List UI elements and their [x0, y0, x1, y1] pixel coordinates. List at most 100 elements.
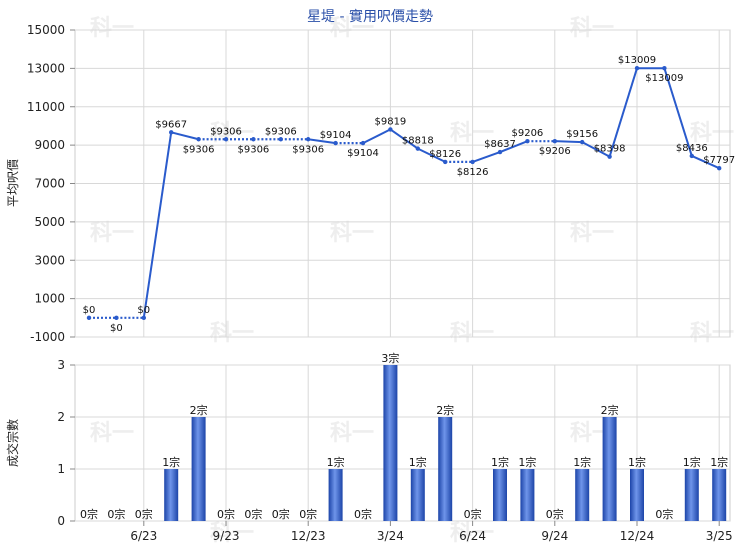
price-point[interactable]: [223, 137, 229, 142]
price-line-segment: [142, 132, 173, 318]
volume-data-label: 2宗: [601, 403, 619, 417]
x-axis-tick-label: 6/24: [459, 529, 486, 543]
price-point[interactable]: [470, 159, 475, 165]
x-axis-tick-label: 3/24: [377, 529, 404, 543]
watermark-text: 科一: [450, 121, 494, 146]
price-point[interactable]: [388, 127, 393, 132]
price-point[interactable]: [196, 137, 201, 142]
volume-data-label: 0宗: [299, 507, 317, 521]
watermark-text: 科一: [570, 16, 614, 41]
x-axis-tick-label: 6/23: [130, 529, 157, 543]
price-data-label: $8126: [457, 167, 489, 178]
price-point[interactable]: [689, 153, 694, 159]
watermark-text: 科一: [210, 121, 254, 146]
price-point[interactable]: [333, 140, 338, 146]
volume-bar[interactable]: [630, 469, 644, 521]
volume-data-label: 0宗: [546, 507, 564, 521]
volume-data-label: 0宗: [217, 507, 235, 521]
price-line-segment: [170, 131, 199, 141]
price-point[interactable]: [114, 315, 119, 321]
price-data-label: $9819: [374, 116, 406, 127]
price-chart: -1000 1000 3000 5000 7000 9000 11000 13000 15000…: [6, 23, 735, 344]
watermark-text: 科一: [690, 321, 734, 346]
volume-bar[interactable]: [575, 469, 590, 521]
volume-data-label: 0宗: [80, 507, 98, 521]
price-point[interactable]: [497, 149, 503, 155]
watermark-text: 科一: [450, 321, 494, 346]
price-point[interactable]: [141, 315, 146, 321]
watermark-text: 科一: [330, 16, 374, 41]
price-point[interactable]: [580, 139, 585, 145]
price-point[interactable]: [278, 137, 283, 142]
price-data-label: $9306: [210, 126, 242, 137]
price-data-label: $0: [110, 323, 123, 334]
volume-data-label: 0宗: [135, 507, 153, 521]
price-line-segment: [308, 138, 336, 145]
volume-data-label: 1宗: [162, 455, 180, 469]
volume-data-label: 2宗: [436, 403, 454, 417]
volume-data-label: 1宗: [491, 455, 509, 469]
price-data-label: $9104: [347, 148, 379, 159]
volume-bar[interactable]: [410, 469, 425, 521]
volume-data-label: 0宗: [354, 507, 372, 521]
price-y-tick-label: 1000: [34, 292, 65, 306]
price-data-label: $9206: [511, 128, 543, 139]
x-axis-ticks: 6/23 9/23 12/23 3/24 6/24 9/24 12/24 3/25: [130, 521, 733, 543]
volume-y-tick-label: 2: [57, 410, 65, 424]
price-point[interactable]: [169, 130, 174, 135]
price-point[interactable]: [525, 138, 530, 144]
price-line-segment: [608, 67, 638, 157]
volume-bar[interactable]: [438, 417, 453, 521]
price-point[interactable]: [251, 137, 256, 142]
price-data-label: $7797: [703, 155, 735, 166]
volume-bar[interactable]: [602, 417, 617, 521]
volume-bar[interactable]: [191, 417, 206, 521]
volume-bar[interactable]: [493, 469, 507, 521]
price-series: [86, 66, 722, 321]
price-point[interactable]: [662, 66, 667, 71]
price-data-label: $0: [137, 305, 150, 316]
watermark-text: 科一: [90, 16, 134, 41]
price-data-label: $9306: [292, 144, 324, 155]
x-axis-tick-label: 9/24: [541, 529, 568, 543]
volume-data-label: 3宗: [381, 351, 399, 365]
price-line-segment: [499, 140, 528, 154]
price-data-label: $8637: [484, 139, 516, 150]
price-point[interactable]: [415, 146, 420, 151]
price-point[interactable]: [552, 138, 557, 144]
price-data-label: $13009: [645, 73, 683, 84]
price-line-segment: [691, 155, 720, 170]
volume-y-tick-label: 1: [57, 462, 65, 476]
price-point[interactable]: [86, 315, 92, 321]
price-point[interactable]: [607, 154, 612, 159]
volume-bar[interactable]: [164, 469, 179, 521]
volume-bar[interactable]: [383, 365, 398, 521]
price-data-label: $9306: [237, 144, 269, 155]
price-point[interactable]: [360, 140, 366, 146]
price-y-ticks: -1000 1000 3000 5000 7000 9000 11000 13000 15000: [27, 23, 75, 344]
price-y-tick-label: 15000: [27, 23, 65, 37]
volume-bar[interactable]: [328, 469, 343, 521]
volume-bar[interactable]: [712, 469, 727, 521]
volume-data-label: 1宗: [409, 455, 427, 469]
volume-data-label: 1宗: [710, 455, 728, 469]
price-y-tick-label: -1000: [30, 330, 65, 344]
volume-data-label: 1宗: [327, 455, 345, 469]
price-point[interactable]: [634, 66, 640, 71]
watermark-text: 科一: [330, 421, 374, 446]
volume-bar[interactable]: [684, 469, 699, 521]
watermark-text: 科一: [450, 521, 494, 546]
volume-bars: [164, 365, 727, 521]
volume-bar[interactable]: [520, 469, 535, 521]
price-line-segment: [472, 151, 501, 163]
volume-data-label: 0宗: [272, 507, 290, 521]
volume-data-label: 0宗: [655, 507, 673, 521]
price-point[interactable]: [717, 166, 722, 171]
price-data-label: $9306: [183, 144, 215, 155]
price-data-label: $9104: [320, 130, 352, 141]
price-point[interactable]: [306, 137, 311, 142]
price-point[interactable]: [443, 159, 448, 165]
price-data-label: $13009: [618, 55, 656, 66]
